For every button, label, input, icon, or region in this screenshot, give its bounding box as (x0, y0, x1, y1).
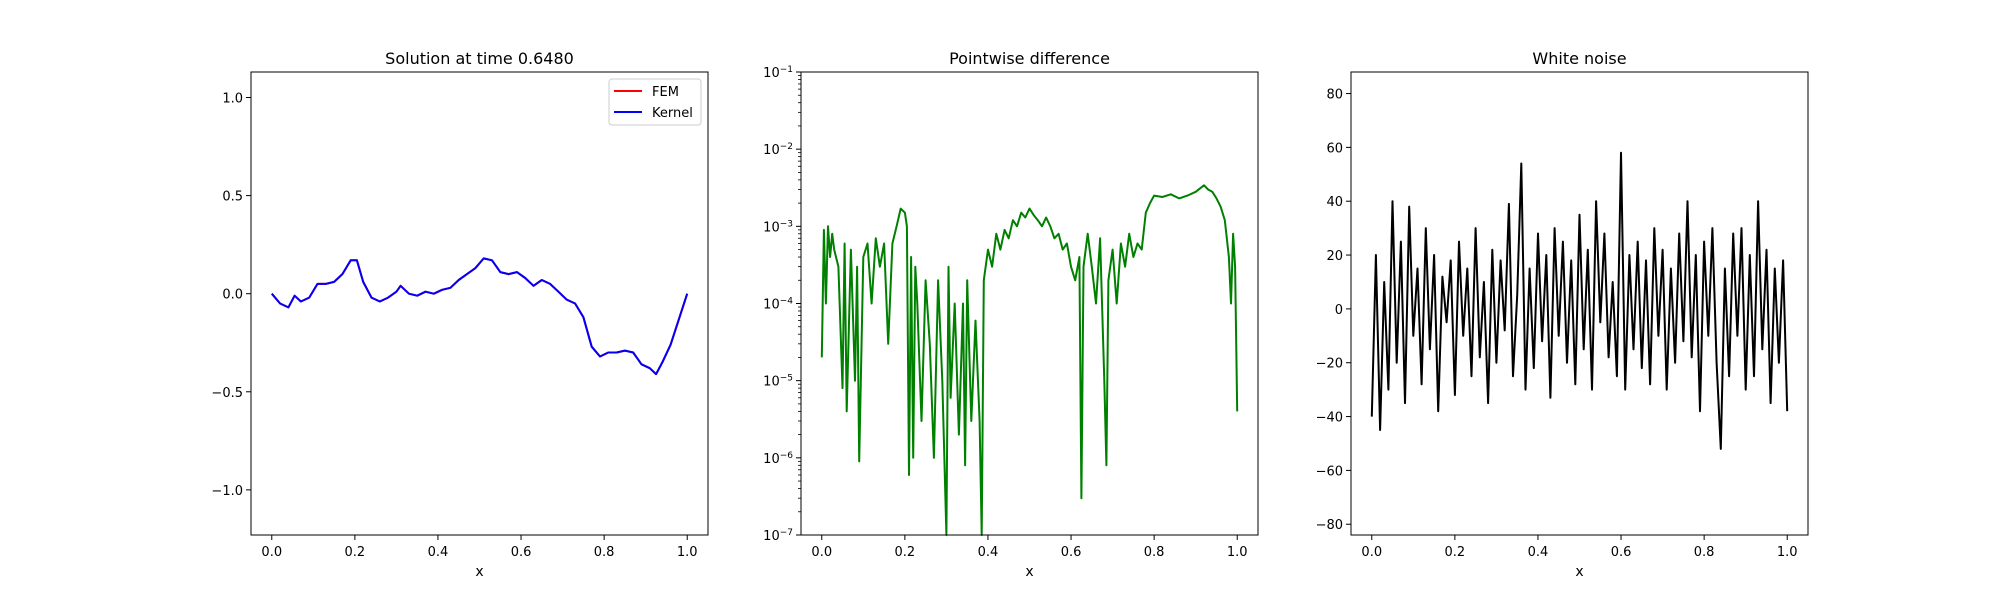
series-line-series-0 (1370, 151, 1789, 450)
x-tick-label: 0.6 (511, 545, 532, 560)
plot-area (271, 257, 689, 376)
chart-title: White noise (1532, 49, 1626, 68)
x-axis-label: x (1025, 564, 1033, 580)
x-tick-label: 0.6 (1611, 545, 1632, 560)
legend-label-fem: FEM (652, 85, 679, 100)
y-tick-label: 60 (1326, 141, 1343, 156)
x-axis: 0.0 0.2 0.4 0.6 0.8 1.0 (261, 535, 698, 560)
plot-area (1370, 151, 1789, 450)
plot-area (820, 184, 1239, 536)
x-axis: 0.0 0.2 0.4 0.6 0.8 1.0 (811, 535, 1248, 560)
y-tick-label: 10−4 (763, 297, 793, 313)
y-tick-label: 10−3 (763, 219, 793, 235)
chart-title: Pointwise difference (949, 49, 1110, 68)
y-axis: 10−7 10−6 10−5 10−4 10−3 10−2 10−1 (763, 65, 801, 544)
y-tick-label: 0 (1335, 303, 1343, 318)
x-tick-label: 0.8 (1694, 545, 1715, 560)
y-tick-label: 40 (1326, 195, 1343, 210)
legend-label-kernel: Kernel (652, 106, 693, 121)
y-tick-label: −20 (1316, 357, 1343, 372)
x-tick-label: 0.6 (1061, 545, 1082, 560)
x-tick-label: 1.0 (1227, 545, 1248, 560)
x-tick-label: 0.0 (261, 545, 282, 560)
series-line-series-0 (820, 184, 1239, 536)
x-axis-label: x (1575, 564, 1583, 580)
y-axis: −1.0 −0.5 0.0 0.5 1.0 (211, 92, 251, 499)
legend: FEM Kernel (608, 78, 702, 126)
x-tick-label: 0.2 (1445, 545, 1466, 560)
x-tick-label: 0.4 (1528, 545, 1549, 560)
x-tick-label: 0.2 (895, 545, 916, 560)
panel-pointwise-difference: Pointwise difference 0.0 0.2 0.4 0.6 0.8 1.0 … (763, 49, 1259, 580)
y-axis: −80 −60 −40 −20 0 20 40 60 80 (1316, 88, 1351, 533)
y-tick-label: 1.0 (222, 92, 243, 107)
x-tick-label: 0.8 (1144, 545, 1165, 560)
x-tick-label: 0.2 (345, 545, 366, 560)
y-tick-label: 10−1 (763, 65, 793, 81)
plot-frame (800, 71, 1259, 536)
x-tick-label: 0.0 (1361, 545, 1382, 560)
x-tick-label: 1.0 (677, 545, 698, 560)
y-tick-label: −60 (1316, 464, 1343, 479)
y-tick-label: 20 (1326, 249, 1343, 264)
x-tick-label: 1.0 (1777, 545, 1798, 560)
series-line-kernel (271, 257, 689, 376)
panel-solution: Solution at time 0.6480 0.0 0.2 0.4 0.6 0.8 1… (211, 49, 709, 580)
y-tick-label: −80 (1316, 518, 1343, 533)
y-tick-label: 10−2 (763, 142, 793, 158)
y-tick-label: −40 (1316, 411, 1343, 426)
x-tick-label: 0.4 (428, 545, 449, 560)
y-tick-label: 10−7 (763, 528, 793, 544)
x-tick-label: 0.4 (978, 545, 999, 560)
x-axis: 0.0 0.2 0.4 0.6 0.8 1.0 (1361, 535, 1798, 560)
x-tick-label: 0.8 (594, 545, 615, 560)
y-tick-label: 80 (1326, 88, 1343, 103)
plot-frame (1350, 71, 1809, 536)
x-axis-label: x (475, 564, 483, 580)
y-tick-label: 10−5 (763, 374, 793, 390)
x-tick-label: 0.0 (811, 545, 832, 560)
y-tick-label: 0.5 (222, 190, 243, 205)
series-line-fem (271, 257, 689, 376)
y-tick-label: 10−6 (763, 451, 793, 467)
y-tick-label: −0.5 (211, 386, 243, 401)
y-tick-label: −1.0 (211, 484, 243, 499)
chart-title: Solution at time 0.6480 (385, 49, 574, 68)
plot-frame (250, 71, 709, 536)
y-tick-label: 0.0 (222, 288, 243, 303)
panel-white-noise: White noise 0.0 0.2 0.4 0.6 0.8 1.0 −80 −60 −40… (1316, 49, 1809, 580)
